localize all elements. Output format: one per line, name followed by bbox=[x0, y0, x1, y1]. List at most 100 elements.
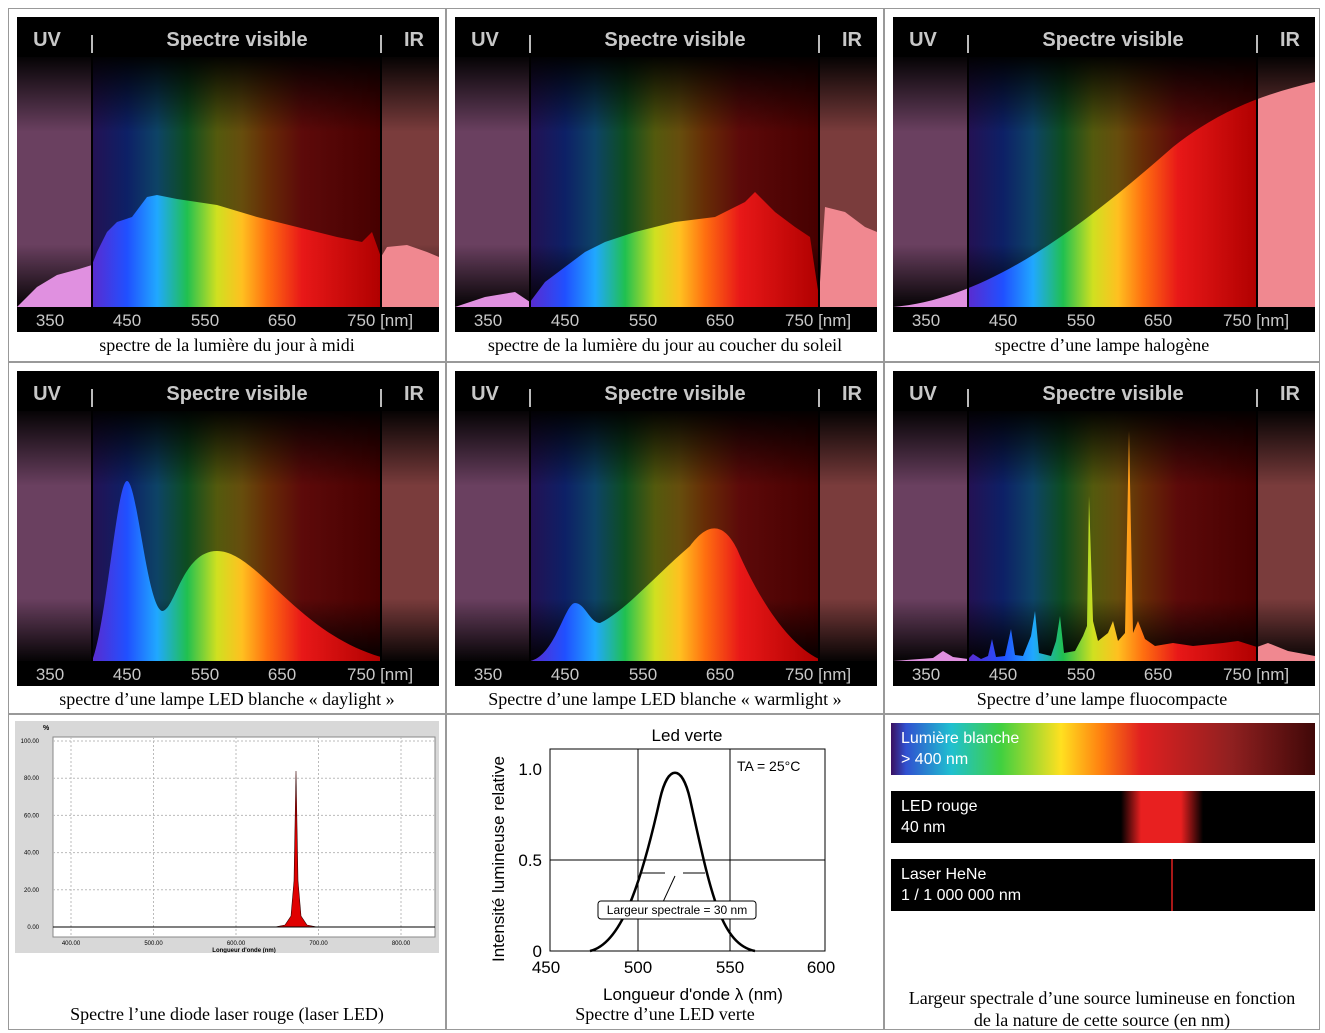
caption: Spectre d’une lampe fluocompacte bbox=[976, 689, 1228, 709]
caption: spectre de la lumière du jour à midi bbox=[99, 335, 355, 355]
tick-label: 350 bbox=[36, 311, 64, 330]
y-tick-label: 20.00 bbox=[24, 888, 40, 894]
y-tick-label: 100.00 bbox=[21, 739, 40, 745]
tick-label: 650 bbox=[706, 665, 734, 684]
table-cell: UV Spectre visible IR 350 450 550 650 750 [nm] s… bbox=[8, 362, 446, 714]
uv-label: UV bbox=[471, 383, 499, 405]
table-cell: Lumière blanche > 400 nm LED rouge 40 nm Las… bbox=[884, 714, 1320, 1030]
tick-label: 550 bbox=[1067, 311, 1095, 330]
x-axis-label: Longueur d'onde (nm) bbox=[212, 948, 275, 953]
ir-label: IR bbox=[404, 29, 425, 51]
band-name: Laser HeNe bbox=[901, 866, 986, 883]
spectrum-image: UV Spectre visible IR 350 450 550 650 750 [nm] bbox=[893, 17, 1315, 332]
band-width: 1 / 1 000 000 nm bbox=[901, 887, 1021, 904]
annotation: Largeur spectrale = 30 nm bbox=[607, 903, 747, 917]
table-cell: Led verte TA = 25°C 1.0 0.5 0 450 500 550 600 Lon… bbox=[446, 714, 884, 1030]
tick-label: 750 [nm] bbox=[785, 311, 851, 330]
tick-label: 450 bbox=[989, 665, 1017, 684]
x-tick-label: 450 bbox=[532, 958, 560, 977]
tick-label: 350 bbox=[36, 665, 64, 684]
laser-chart: % 100.00 80.00 60.00 40.00 20.00 0.00 400.00 500… bbox=[15, 721, 439, 953]
led-red bbox=[1121, 791, 1203, 843]
fade bbox=[893, 411, 1315, 661]
caption: spectre d’une lampe halogène bbox=[994, 335, 1210, 355]
tick-label: 350 bbox=[474, 665, 502, 684]
caption: Largeur spectrale d’une source lumineuse… bbox=[908, 988, 1296, 1030]
tick-label: 750 [nm] bbox=[1223, 665, 1289, 684]
tick-label: 450 bbox=[989, 311, 1017, 330]
y-tick-label: 60.00 bbox=[24, 813, 40, 819]
tick-label: 450 bbox=[551, 311, 579, 330]
y-tick-label: 80.00 bbox=[24, 776, 40, 782]
laser-peak bbox=[274, 770, 318, 928]
tick-label: 550 bbox=[1067, 665, 1095, 684]
table-cell: UV Spectre visible IR 350 450 550 650 750 [nm] S… bbox=[446, 362, 884, 714]
caption: spectre de la lumière du jour au coucher… bbox=[487, 335, 843, 355]
band-name: LED rouge bbox=[901, 798, 978, 815]
ir-label: IR bbox=[1280, 383, 1301, 405]
caption: Spectre l’une diode laser rouge (laser L… bbox=[70, 1004, 384, 1024]
tick-label: 550 bbox=[629, 665, 657, 684]
x-tick-label: 600.00 bbox=[227, 941, 246, 947]
spectrum-image: UV Spectre visible IR 350 450 550 650 750 [nm] bbox=[455, 17, 877, 332]
laser-band bbox=[891, 859, 1315, 911]
tick-label: 650 bbox=[268, 311, 296, 330]
tick-label: 350 bbox=[912, 311, 940, 330]
unit-label: % bbox=[43, 725, 50, 732]
uv-label: UV bbox=[33, 29, 61, 51]
x-tick-label: 550 bbox=[716, 958, 744, 977]
tick-label: 650 bbox=[1144, 665, 1172, 684]
visible-label: Spectre visible bbox=[604, 383, 745, 405]
table-cell: UV Spectre visible IR 350 450 550 650 750 [nm] s… bbox=[8, 8, 446, 362]
annotation-box bbox=[597, 900, 757, 920]
condition: TA = 25°C bbox=[737, 758, 800, 774]
visible-label: Spectre visible bbox=[1042, 29, 1183, 51]
x-tick-label: 400.00 bbox=[62, 941, 81, 947]
bands: Lumière blanche > 400 nm LED rouge 40 nm Las… bbox=[891, 723, 1315, 911]
caption: Spectre d’une LED verte bbox=[575, 1004, 755, 1024]
spectrum-image: UV Spectre visible IR 350 450 550 650 750 [nm] bbox=[893, 371, 1315, 686]
y-tick-label: 0.00 bbox=[27, 925, 39, 931]
tick-label: 650 bbox=[268, 665, 296, 684]
tick-label: 450 bbox=[551, 665, 579, 684]
white-light-band bbox=[891, 723, 1315, 775]
table-cell: UV Spectre visible IR 350 450 550 650 750 [nm] s… bbox=[446, 8, 884, 362]
spectrum-curve bbox=[17, 195, 439, 307]
tick-label: 450 bbox=[113, 311, 141, 330]
band-width: > 400 nm bbox=[901, 751, 968, 768]
y-tick-label: 1.0 bbox=[518, 760, 542, 779]
tick-label: 650 bbox=[1144, 311, 1172, 330]
plot-area bbox=[52, 736, 436, 938]
plot-frame bbox=[549, 748, 826, 952]
table-cell: % 100.00 80.00 60.00 40.00 20.00 0.00 400.00 500… bbox=[8, 714, 446, 1030]
visible-label: Spectre visible bbox=[166, 29, 307, 51]
led-band bbox=[891, 791, 1315, 843]
y-tick-label: 40.00 bbox=[24, 851, 40, 857]
spectrum-image: UV Spectre visible IR 350 450 550 650 750 [nm] bbox=[17, 371, 439, 686]
x-tick-label: 500 bbox=[624, 958, 652, 977]
uv-label: UV bbox=[33, 383, 61, 405]
uv-label: UV bbox=[471, 29, 499, 51]
tick-label: 550 bbox=[629, 311, 657, 330]
spectrum-curve bbox=[92, 481, 381, 661]
tick-label: 750 [nm] bbox=[785, 665, 851, 684]
tick-label: 350 bbox=[474, 311, 502, 330]
visible-label: Spectre visible bbox=[166, 383, 307, 405]
table-cell: UV Spectre visible IR 350 450 550 650 750 [nm] s… bbox=[884, 8, 1320, 362]
band-width: 40 nm bbox=[901, 819, 945, 836]
x-tick-label: 800.00 bbox=[392, 941, 411, 947]
band-name: Lumière blanche bbox=[901, 730, 1019, 747]
x-tick-label: 500.00 bbox=[144, 941, 163, 947]
x-tick-label: 700.00 bbox=[309, 941, 328, 947]
tick-label: 550 bbox=[191, 311, 219, 330]
tick-label: 550 bbox=[191, 665, 219, 684]
ir-label: IR bbox=[842, 29, 863, 51]
tick-label: 650 bbox=[706, 311, 734, 330]
uv-label: UV bbox=[909, 29, 937, 51]
y-tick-label: 0.5 bbox=[518, 851, 542, 870]
ir-label: IR bbox=[1280, 29, 1301, 51]
y-tick-label: 0 bbox=[533, 942, 542, 961]
tick-label: 350 bbox=[912, 665, 940, 684]
tick-label: 750 [nm] bbox=[347, 311, 413, 330]
